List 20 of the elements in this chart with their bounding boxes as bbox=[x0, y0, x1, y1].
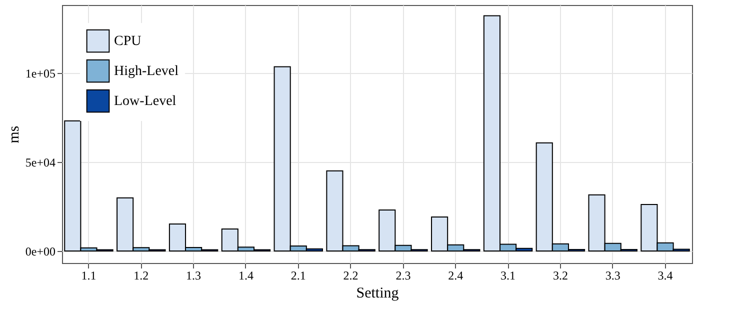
x-tick-label: 3.3 bbox=[605, 268, 620, 282]
x-tick-label: 3.4 bbox=[658, 268, 673, 282]
x-tick-label: 1.3 bbox=[186, 268, 202, 282]
y-axis-title: ms bbox=[6, 126, 22, 144]
x-axis-title: Setting bbox=[356, 286, 400, 302]
x-tick-label: 2.2 bbox=[343, 268, 358, 282]
x-tick-label: 2.1 bbox=[290, 268, 306, 282]
legend-label: CPU bbox=[114, 34, 142, 49]
y-tick-label: 5e+04 bbox=[25, 155, 56, 170]
y-tick-label: 0e+00 bbox=[25, 244, 56, 259]
x-tick-label: 1.4 bbox=[238, 268, 254, 282]
y-tick-label: 1e+05 bbox=[25, 66, 56, 80]
x-tick-label: 3.2 bbox=[552, 268, 568, 282]
legend-label: Low-Level bbox=[114, 94, 176, 109]
x-tick-label: 1.2 bbox=[134, 268, 149, 282]
x-tick-label: 2.3 bbox=[396, 268, 411, 282]
legend-label: High-Level bbox=[114, 64, 179, 79]
x-tick-label: 2.4 bbox=[448, 268, 464, 282]
x-tick-label: 3.1 bbox=[500, 268, 516, 282]
x-tick-label: 1.1 bbox=[81, 268, 96, 282]
